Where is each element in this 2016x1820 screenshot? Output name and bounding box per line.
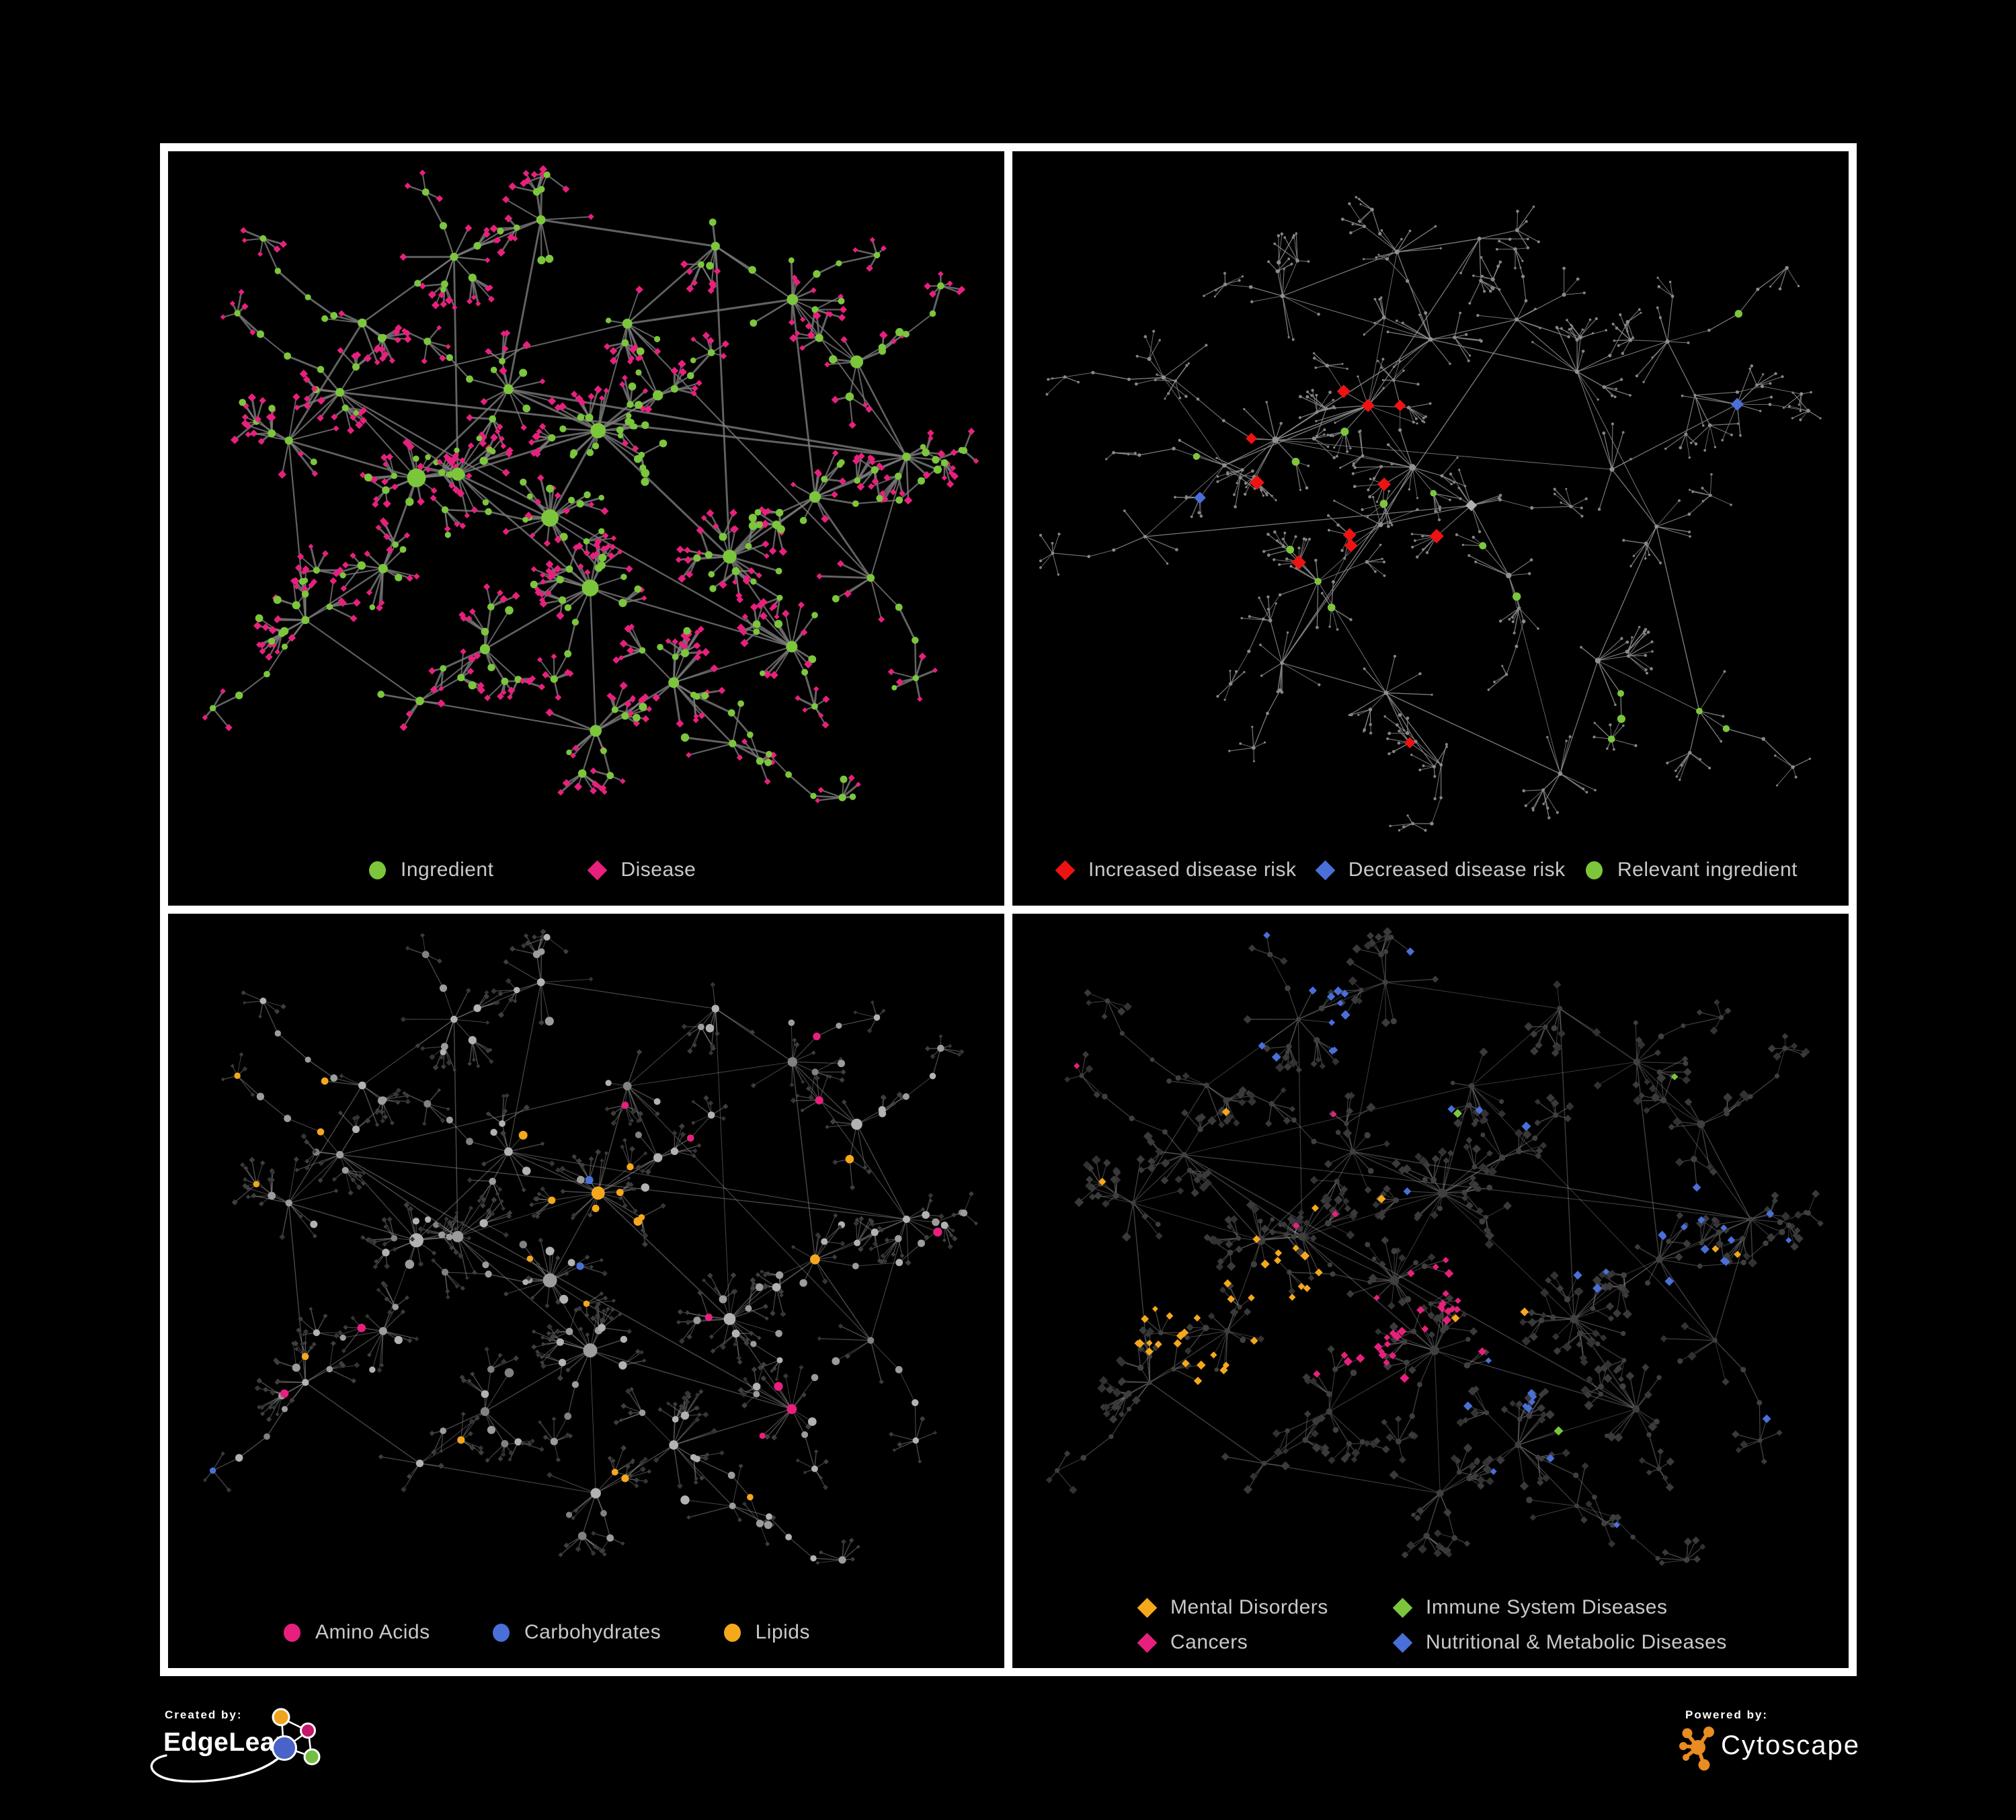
legend-label: Amino Acids xyxy=(315,1621,430,1643)
mental-disorders-swatch-icon xyxy=(1137,1597,1158,1618)
panel-ingredient-disease: Ingredient Disease xyxy=(168,151,1004,906)
cancers-swatch-icon xyxy=(1137,1632,1158,1653)
amino-acids-swatch-icon xyxy=(284,1623,300,1642)
legend-label: Relevant ingredient xyxy=(1617,859,1798,881)
legend-item: Disease xyxy=(588,859,696,881)
carbohydrates-swatch-icon xyxy=(492,1623,510,1642)
legend-item: Ingredient xyxy=(368,859,493,881)
legend-item: Mental Disorders xyxy=(1137,1594,1393,1621)
powered-by-label: Powered by: xyxy=(1685,1708,1769,1721)
cytoscape-wordmark: Cytoscape xyxy=(1721,1731,1860,1760)
legend-label: Lipids xyxy=(755,1621,810,1643)
legend-item: Lipids xyxy=(723,1621,810,1644)
legend-label: Cancers xyxy=(1170,1631,1248,1653)
legend-label: Decreased disease risk xyxy=(1348,859,1566,881)
legend-item: Amino Acids xyxy=(282,1621,430,1644)
cytoscape-logo-icon xyxy=(1679,1727,1714,1771)
network-graph-svg xyxy=(1045,927,1824,1567)
network-graph-svg xyxy=(202,928,979,1565)
decreased-risk-swatch-icon xyxy=(1315,860,1336,880)
relevant-ingredient-swatch-icon xyxy=(1585,861,1603,879)
panel-ingredient-classes: Amino Acids Carbohydrates Lipids xyxy=(168,914,1004,1668)
edgeleap-wordmark: EdgeLeap xyxy=(163,1728,292,1757)
legend-item: Carbohydrates xyxy=(491,1621,661,1644)
legend-label: Disease xyxy=(620,859,696,881)
legend-label: Ingredient xyxy=(401,859,494,881)
panel-disease-classes: Mental Disorders Immune System Diseases … xyxy=(1012,914,1849,1668)
network-graph-svg xyxy=(202,165,979,803)
increased-risk-swatch-icon xyxy=(1055,860,1076,880)
legend-label: Carbohydrates xyxy=(524,1621,661,1643)
network-graph-svg xyxy=(1039,196,1822,832)
legend-label: Increased disease risk xyxy=(1088,859,1297,881)
legend-item: Nutritional & Metabolic Diseases xyxy=(1392,1629,1727,1656)
legend-label: Nutritional & Metabolic Diseases xyxy=(1426,1631,1727,1653)
immune-diseases-swatch-icon xyxy=(1392,1597,1413,1618)
legend-ingredient-classes: Amino Acids Carbohydrates Lipids xyxy=(282,1621,810,1644)
legend-label: Mental Disorders xyxy=(1170,1596,1328,1618)
legend-item: Relevant ingredient xyxy=(1584,859,1798,881)
legend-item: Cancers xyxy=(1137,1629,1393,1656)
legend-ingredient-disease: Ingredient Disease xyxy=(368,859,696,881)
ingredient-swatch-icon xyxy=(369,861,386,879)
legend-item: Decreased disease risk xyxy=(1315,859,1566,881)
legend-label: Immune System Diseases xyxy=(1426,1596,1668,1618)
metabolic-diseases-swatch-icon xyxy=(1392,1632,1413,1653)
legend-disease-classes: Mental Disorders Immune System Diseases … xyxy=(1137,1594,1727,1656)
edgeleap-logo-icon xyxy=(150,1708,321,1783)
panel-grid: Ingredient Disease Increased disease ris… xyxy=(160,143,1857,1676)
lipids-swatch-icon xyxy=(723,1623,741,1642)
legend-disease-risk: Increased disease risk Decreased disease… xyxy=(1055,859,1798,881)
legend-item: Immune System Diseases xyxy=(1392,1594,1727,1621)
disease-swatch-icon xyxy=(588,860,608,880)
legend-item: Increased disease risk xyxy=(1055,859,1296,881)
panel-disease-risk: Increased disease risk Decreased disease… xyxy=(1012,151,1849,906)
created-by-label: Created by: xyxy=(165,1708,243,1721)
